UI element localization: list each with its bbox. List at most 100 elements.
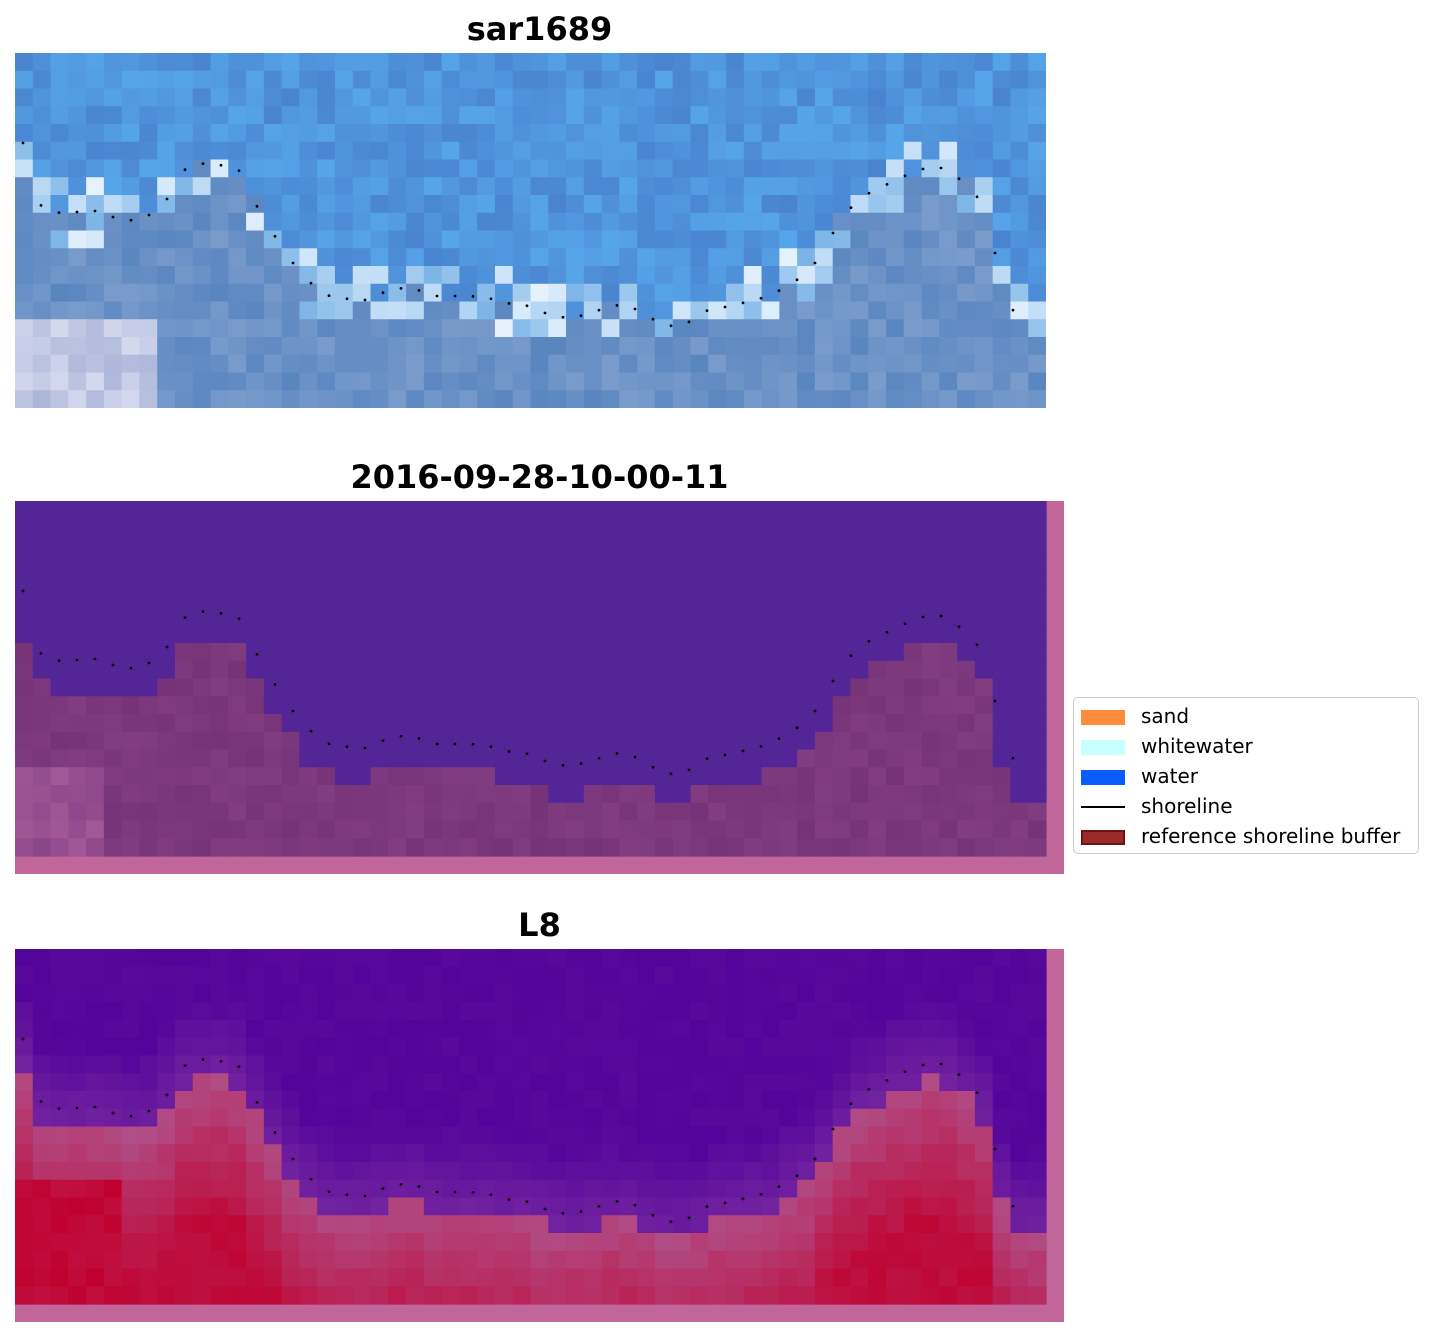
pixel — [121, 141, 141, 161]
pixel — [459, 643, 478, 662]
pixel — [672, 984, 692, 1003]
pixel — [174, 141, 194, 161]
pixel — [974, 1250, 994, 1270]
pixel — [334, 660, 354, 680]
pixel — [281, 802, 301, 822]
pixel — [263, 283, 283, 303]
pixel — [548, 696, 567, 715]
pixel — [388, 177, 407, 196]
pixel — [32, 1073, 52, 1092]
pixel — [210, 802, 229, 822]
pixel — [690, 802, 709, 822]
pixel — [601, 1144, 620, 1163]
pixel — [761, 696, 780, 715]
pixel — [334, 88, 354, 107]
pixel — [797, 678, 816, 697]
pixel — [548, 820, 567, 839]
pixel — [868, 248, 887, 267]
pixel — [263, 230, 283, 249]
pixel — [192, 301, 212, 320]
pixel — [477, 390, 496, 408]
pixel — [619, 607, 638, 626]
pixel — [263, 1091, 283, 1110]
pixel — [601, 802, 620, 822]
pixel — [32, 248, 52, 267]
pixel — [566, 106, 585, 125]
pixel — [15, 785, 34, 804]
pixel — [157, 1144, 176, 1163]
pixel — [850, 1002, 869, 1021]
pixel — [210, 838, 229, 857]
pixel — [263, 1055, 283, 1074]
pixel — [1028, 1037, 1047, 1057]
pixel — [548, 518, 567, 538]
pixel — [672, 1055, 692, 1074]
pixel — [441, 372, 460, 391]
pixel — [726, 731, 745, 751]
pixel — [139, 714, 158, 733]
pixel — [174, 625, 194, 644]
pixel — [850, 1020, 869, 1039]
pixel — [174, 106, 194, 125]
pixel — [566, 195, 585, 214]
pixel — [743, 643, 763, 662]
pixel — [1010, 949, 1029, 968]
pixel — [939, 266, 958, 285]
pixel — [32, 1286, 52, 1305]
pixel — [210, 53, 229, 72]
pixel — [992, 749, 1012, 768]
pixel — [352, 1055, 372, 1074]
pixel — [779, 195, 798, 214]
pixel — [86, 390, 105, 408]
pixel — [441, 607, 460, 626]
pixel — [619, 767, 638, 786]
pixel — [654, 731, 674, 751]
shoreline-point — [471, 743, 475, 746]
pixel — [583, 230, 603, 249]
pixel — [441, 966, 460, 986]
pixel — [939, 1091, 958, 1110]
pixel — [850, 1268, 869, 1287]
pixel — [886, 589, 905, 609]
pixel — [832, 1002, 852, 1021]
pixel — [50, 643, 69, 662]
pixel — [832, 572, 852, 591]
pixel — [423, 1162, 443, 1181]
pixel — [174, 1250, 194, 1270]
pixel — [797, 802, 816, 822]
pixel — [103, 625, 123, 644]
pixel — [86, 1286, 105, 1305]
pixel — [530, 177, 549, 196]
pixel — [726, 984, 745, 1003]
pixel — [388, 390, 407, 408]
pixel — [583, 354, 603, 374]
pixel — [832, 607, 852, 626]
pixel — [761, 372, 780, 391]
pixel — [850, 1108, 869, 1128]
pixel — [886, 984, 905, 1003]
shoreline-point — [777, 737, 781, 740]
pixel — [512, 70, 532, 90]
pixel — [1010, 1126, 1029, 1145]
pixel — [317, 820, 336, 839]
pixel — [103, 230, 123, 249]
shoreline-point — [993, 699, 997, 703]
pixel — [299, 731, 318, 751]
pixel — [334, 1268, 354, 1287]
pixel — [743, 177, 763, 196]
shoreline-point — [345, 745, 349, 749]
pixel — [1010, 212, 1029, 232]
pixel — [672, 1233, 692, 1252]
shoreline-point — [777, 289, 781, 292]
pixel — [192, 1233, 212, 1252]
pixel — [868, 177, 887, 196]
pixel — [1010, 106, 1029, 125]
pixel — [68, 319, 87, 338]
pixel — [992, 678, 1012, 697]
pixel — [690, 1037, 709, 1057]
pixel — [903, 248, 923, 267]
pixel — [654, 177, 674, 196]
pixel — [459, 1091, 478, 1110]
shoreline-point — [507, 302, 511, 305]
pixel — [761, 1020, 780, 1039]
